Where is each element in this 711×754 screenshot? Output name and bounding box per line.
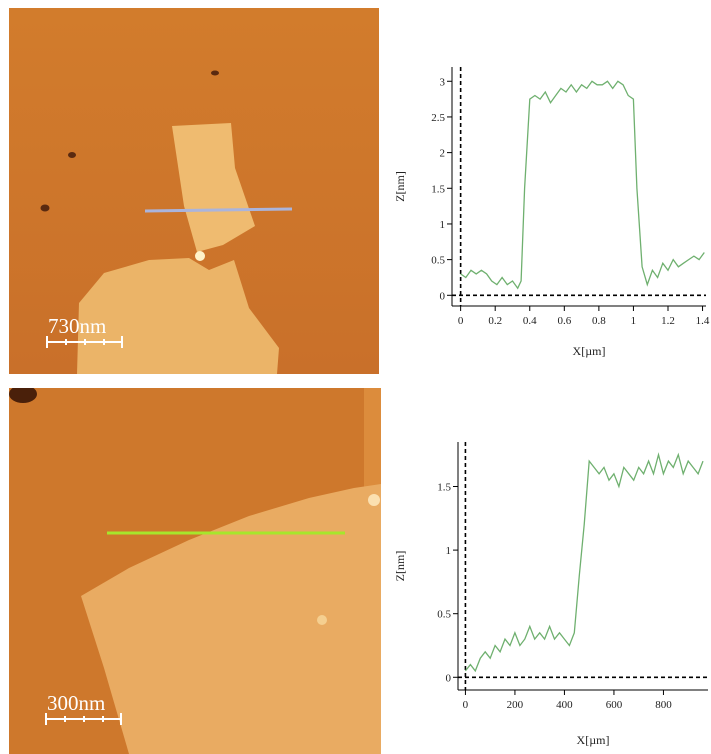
y-tick-label: 0 (446, 672, 452, 684)
y-tick-label: 1.5 (431, 183, 445, 195)
y-tick-label: 3 (440, 76, 446, 88)
x-tick-label: 0.2 (488, 315, 502, 327)
dark-spot (40, 204, 50, 212)
x-axis-label: X[µm] (573, 344, 606, 358)
scale-bar-top (46, 336, 123, 348)
bright-particle (195, 251, 205, 261)
x-tick-label: 0 (463, 699, 469, 711)
y-tick-label: 0.5 (431, 255, 445, 267)
x-tick-label: 1 (631, 315, 637, 327)
scale-bar-bottom (45, 713, 122, 725)
y-tick-label: 2 (440, 148, 446, 160)
y-tick-label: 2.5 (431, 112, 445, 124)
afm-image-top-svg: 730nm (9, 8, 379, 374)
x-tick-label: 600 (606, 699, 623, 711)
y-tick-label: 0.5 (437, 609, 451, 621)
profile-series-line (460, 80, 705, 290)
y-axis-label: Z[nm] (393, 171, 407, 202)
profile-series-line (464, 452, 704, 673)
x-tick-label: 1.4 (696, 315, 710, 327)
x-axis-label: X[µm] (577, 733, 610, 747)
y-axis-label: Z[nm] (393, 551, 407, 582)
scale-label-bottom: 300nm (47, 691, 105, 715)
profile-line-top (144, 207, 293, 213)
y-tick-label: 1 (446, 545, 452, 557)
dark-spot (211, 70, 219, 76)
graphene-flake-upper (172, 123, 255, 252)
height-profile-chart-bottom: 0 200 400 600 800 0 0.5 1 1.5 X[µm] Z[nm] (393, 442, 708, 747)
x-tick-label: 0 (458, 315, 464, 327)
x-tick-label: 0.4 (523, 315, 537, 327)
bright-particle (368, 494, 380, 506)
dark-spot (9, 388, 37, 403)
height-profile-chart-top: 0 0.2 0.4 0.6 0.8 1 1.2 1.4 0 0.5 1 1.5 2 2.5 3 X[µm] Z[… (393, 67, 710, 358)
afm-image-bottom-svg: 300nm (9, 388, 381, 754)
y-tick-label: 1 (440, 219, 446, 231)
x-tick-label: 400 (556, 699, 573, 711)
y-tick-label: 1.5 (437, 482, 451, 494)
dark-spot (68, 152, 76, 158)
afm-image-bottom: 300nm (9, 388, 381, 754)
bright-particle (317, 615, 327, 625)
afm-image-top: 730nm (9, 8, 379, 374)
y-tick-label: 0 (440, 290, 446, 302)
graphene-flake-lower (77, 258, 279, 374)
x-tick-label: 0.6 (557, 315, 571, 327)
x-tick-label: 200 (507, 699, 524, 711)
x-tick-label: 800 (655, 699, 672, 711)
scale-label-top: 730nm (48, 314, 106, 338)
x-tick-label: 1.2 (661, 315, 675, 327)
graphene-flake (81, 484, 381, 754)
x-tick-label: 0.8 (592, 315, 606, 327)
